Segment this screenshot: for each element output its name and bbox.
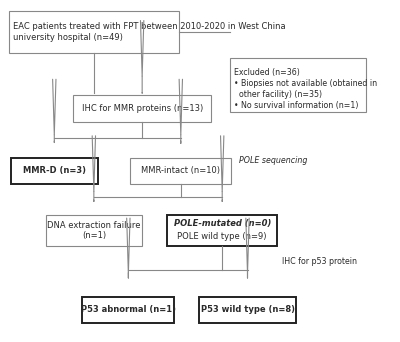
Bar [199,297,296,323]
Text: MMR-intact (n=10): MMR-intact (n=10) [141,167,220,175]
Text: DNA extraction failure
(n=1): DNA extraction failure (n=1) [47,221,141,240]
Text: POLE wild type (n=9): POLE wild type (n=9) [178,232,267,241]
Bar [10,158,98,184]
Text: IHC for p53 protein: IHC for p53 protein [282,257,357,266]
Text: • No survival information (n=1): • No survival information (n=1) [234,101,358,109]
Bar [167,215,278,246]
Bar [9,11,179,53]
Text: • Biopsies not available (obtained in: • Biopsies not available (obtained in [234,79,377,88]
Text: P53 wild type (n=8): P53 wild type (n=8) [200,305,294,314]
Bar [130,158,232,184]
Text: P53 abnormal (n=1): P53 abnormal (n=1) [81,305,176,314]
Text: POLE sequencing: POLE sequencing [239,156,307,165]
Text: EAC patients treated with FPT between 2010-2020 in West China
university hospita: EAC patients treated with FPT between 20… [13,23,286,42]
Text: MMR-D (n=3): MMR-D (n=3) [23,167,86,175]
Bar [46,215,142,246]
Bar [73,95,211,122]
Bar [82,297,174,323]
Text: other facility) (n=35): other facility) (n=35) [234,90,322,98]
Text: POLE-mutated (n=0): POLE-mutated (n=0) [174,219,271,228]
Text: IHC for MMR proteins (n=13): IHC for MMR proteins (n=13) [82,104,203,113]
Bar [230,58,366,113]
Text: Excluded (n=36): Excluded (n=36) [234,68,300,77]
